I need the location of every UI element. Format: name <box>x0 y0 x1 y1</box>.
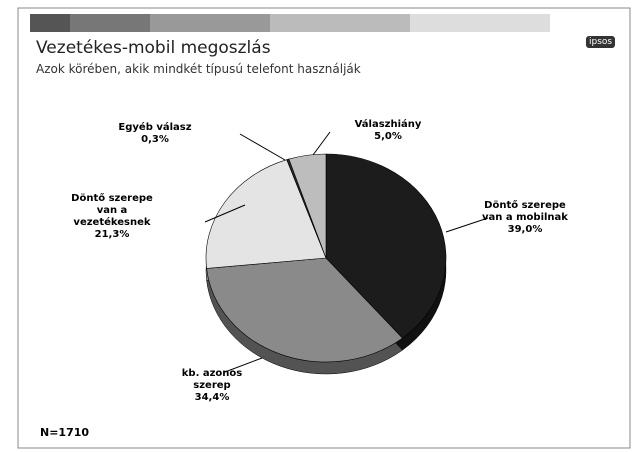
slice-value-label: 5,0% <box>374 131 402 142</box>
pie <box>205 153 447 375</box>
frame <box>17 7 631 449</box>
header-bar <box>30 14 550 32</box>
slice <box>325 153 447 339</box>
slice-value-label: 21,3% <box>94 229 130 240</box>
slice-value-label: 0,3% <box>141 134 169 145</box>
slice-value-label: 39,0% <box>507 224 543 235</box>
slice <box>206 257 403 363</box>
chart-title: Vezetékes-mobil megoszlás <box>36 38 271 58</box>
slice-label: Döntő szerepe van a vezetékesnek <box>71 193 153 228</box>
slice-value-label: 34,4% <box>194 392 230 403</box>
slice-label: Döntő szerepe van a mobilnak <box>482 200 568 223</box>
slice-label: kb. azonos szerep <box>181 368 243 391</box>
slice <box>288 153 327 259</box>
slice-label: Válaszhiány <box>354 119 422 130</box>
slice <box>205 159 327 269</box>
logo: ipsos <box>586 36 616 48</box>
sample-note: N=1710 <box>40 426 90 439</box>
slice-label: Egyéb válasz <box>118 122 192 133</box>
chart-subtitle: Azok körében, akik mindkét típusú telefo… <box>36 62 361 76</box>
leader-lines <box>204 131 489 373</box>
